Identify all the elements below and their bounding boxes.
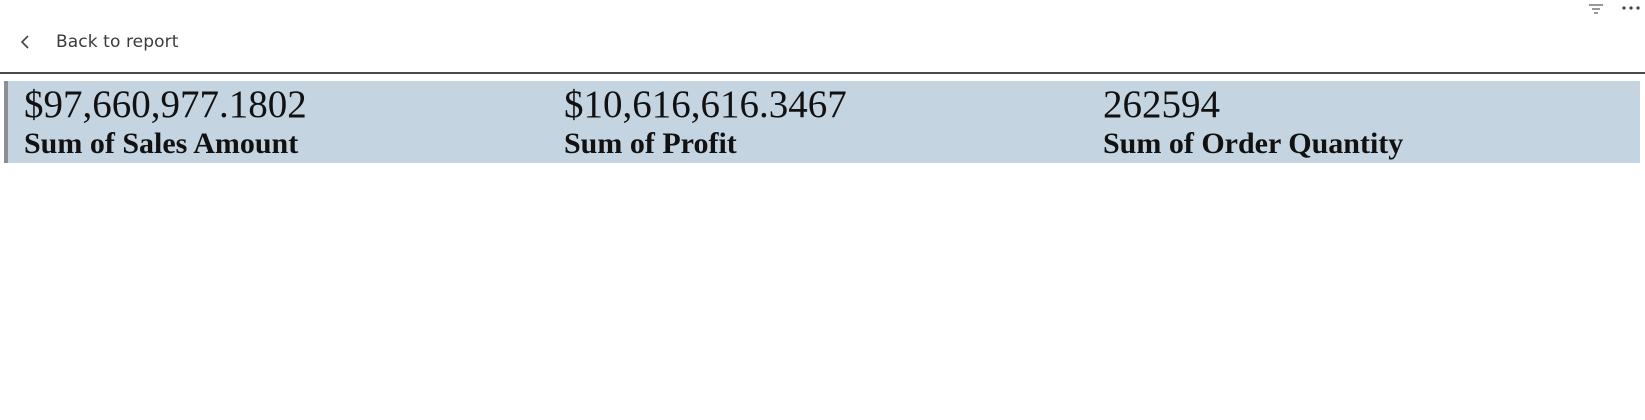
chevron-left-icon [18,34,32,50]
kpi-value: $97,660,977.1802 [24,83,307,126]
back-to-report-link[interactable]: Back to report [18,28,178,56]
kpi-label: Sum of Profit [564,127,737,160]
back-to-report-label: Back to report [56,32,179,52]
header-divider [0,72,1645,74]
kpi-value: $10,616,616.3467 [564,83,847,126]
kpi-label: Sum of Order Quantity [1103,127,1404,160]
visual-header-toolbar [1565,0,1645,14]
filter-icon[interactable] [1587,0,1605,14]
kpi-card-visual: $97,660,977.1802 Sum of Sales Amount $10… [4,81,1640,163]
kpi-label: Sum of Sales Amount [24,127,299,160]
more-options-icon[interactable] [1621,0,1641,10]
kpi-value: 262594 [1103,83,1220,126]
